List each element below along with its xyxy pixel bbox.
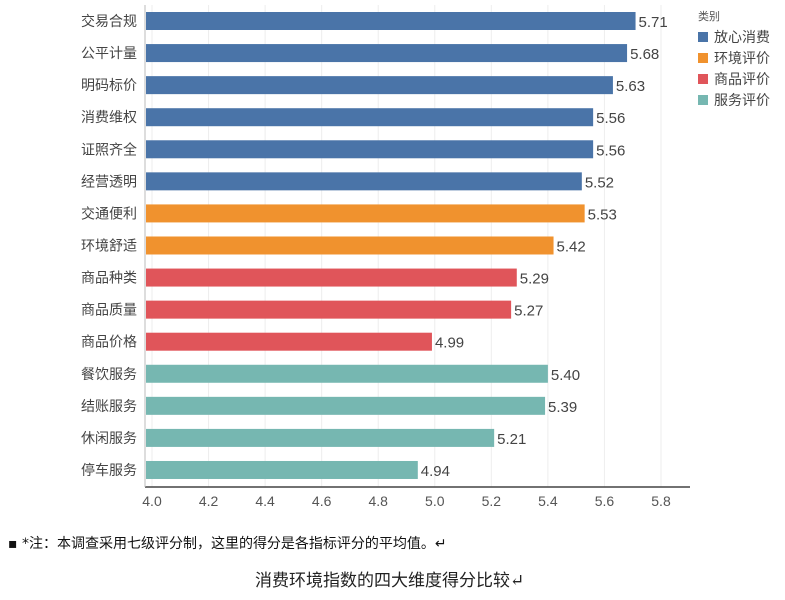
category-label: 消费维权 [81, 110, 137, 126]
category-label: 经营透明 [81, 174, 137, 190]
legend-item[interactable]: 环境评价 [698, 47, 770, 68]
category-label: 公平计量 [81, 46, 137, 62]
legend-title: 类别 [698, 10, 720, 23]
data-label: 5.29 [520, 271, 549, 288]
x-tick-label: 4.8 [368, 493, 388, 509]
data-label: 5.68 [630, 46, 659, 63]
x-tick-label: 4.4 [255, 493, 275, 509]
bar [146, 428, 495, 447]
category-label: 结账服务 [81, 399, 137, 415]
legend-label: 环境评价 [714, 50, 770, 67]
data-label: 4.94 [421, 463, 450, 480]
data-label: 5.71 [639, 14, 668, 31]
data-label: 5.39 [548, 399, 577, 416]
category-label: 交通便利 [81, 205, 137, 222]
bar [146, 108, 594, 127]
data-label: 5.52 [585, 174, 614, 191]
bar [146, 172, 582, 191]
category-label: 证照齐全 [81, 141, 137, 158]
data-label: 5.21 [497, 431, 526, 448]
legend-item[interactable]: 放心消费 [698, 26, 770, 47]
x-tick-label: 5.8 [651, 493, 671, 509]
bar [146, 204, 585, 223]
x-tick-label: 4.6 [312, 493, 332, 509]
bar [146, 364, 548, 383]
bar [146, 268, 517, 287]
x-tick-label: 5.2 [482, 493, 502, 509]
data-label: 4.99 [435, 335, 464, 352]
data-label: 5.56 [596, 110, 625, 127]
category-label: 停车服务 [81, 462, 137, 479]
legend-label: 放心消费 [714, 29, 770, 46]
bar [146, 12, 636, 30]
legend-swatch [698, 73, 708, 84]
bar [146, 76, 613, 95]
bar [146, 44, 628, 63]
category-label: 商品质量 [81, 303, 137, 319]
bar [146, 300, 512, 319]
category-label: 商品种类 [81, 271, 137, 287]
x-tick-label: 5.4 [538, 493, 558, 509]
bar [146, 236, 554, 255]
category-label: 环境舒适 [81, 238, 137, 254]
x-tick-label: 5.6 [595, 493, 615, 509]
legend-swatch [698, 94, 708, 105]
footnote: ▪ *注：本调查采用七级评分制，这里的得分是各指标评分的平均值。↵ [8, 536, 447, 552]
chart-caption: 消费环境指数的四大维度得分比较↵ [255, 571, 525, 591]
category-label: 休闲服务 [81, 431, 137, 447]
legend-item[interactable]: 服务评价 [698, 89, 770, 110]
legend-label: 商品评价 [714, 71, 770, 88]
bar [146, 140, 594, 159]
data-label: 5.53 [588, 206, 617, 223]
category-label: 商品价格 [81, 335, 137, 351]
legend-label: 服务评价 [714, 92, 770, 109]
bar-chart: 4.0 4.2 4.4 4.6 4.8 5.0 5.2 5.4 5.6 5.8 交易合规 5.71 公平… [81, 5, 690, 509]
legend-item[interactable]: 商品评价 [698, 68, 770, 89]
data-label: 5.56 [596, 142, 625, 159]
x-tick-label: 4.0 [142, 493, 162, 509]
x-tick-label: 4.2 [199, 493, 219, 509]
category-label: 交易合规 [81, 13, 137, 30]
legend-swatch [698, 31, 708, 42]
category-label: 明码标价 [81, 78, 137, 94]
bar [146, 396, 546, 415]
x-tick-label: 5.0 [425, 493, 445, 509]
data-label: 5.27 [514, 303, 543, 320]
legend-swatch [698, 52, 708, 63]
data-label: 5.63 [616, 78, 645, 95]
data-label: 5.42 [557, 238, 586, 255]
legend: 类别 放心消费环境评价商品评价服务评价 [698, 8, 770, 110]
bar [146, 460, 418, 479]
bar [146, 332, 432, 351]
data-label: 5.40 [551, 367, 580, 384]
category-label: 餐饮服务 [81, 367, 137, 383]
